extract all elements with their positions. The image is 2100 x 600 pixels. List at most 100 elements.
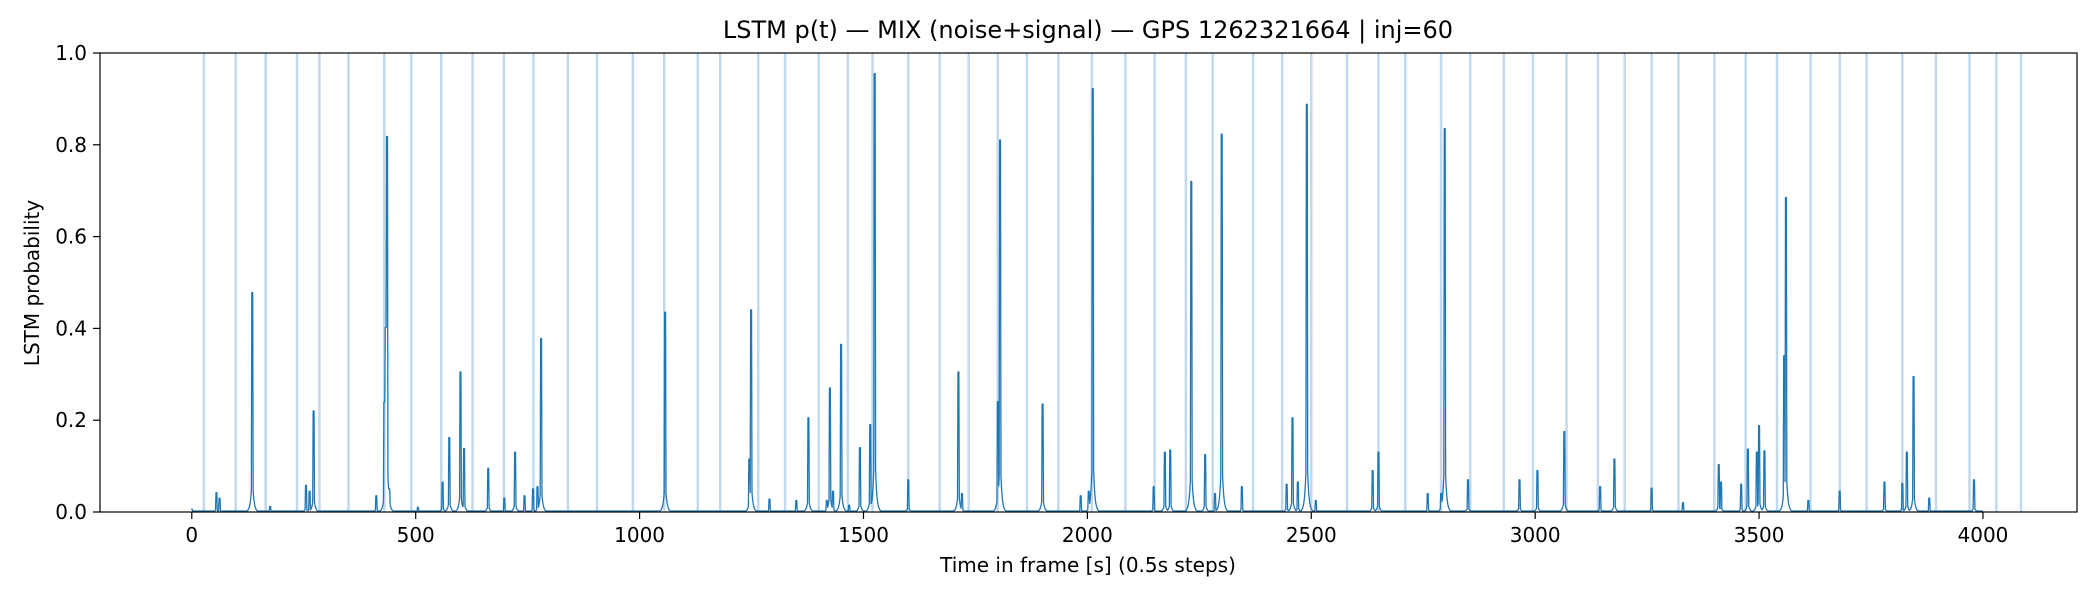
- peak-point-45: [1079, 495, 1082, 497]
- peak-point-21: [523, 495, 526, 497]
- peak-point-43: [999, 139, 1001, 142]
- peak-point-84: [1838, 490, 1841, 493]
- peak-point-73: [1682, 502, 1684, 504]
- peak-point-48: [1152, 485, 1155, 488]
- peak-point-7: [312, 410, 315, 412]
- peak-point-65: [1443, 127, 1446, 130]
- x-tick-label-0: 0: [185, 523, 198, 547]
- peak-point-81: [1783, 355, 1785, 357]
- peak-point-33: [832, 490, 834, 493]
- peak-point-83: [1807, 499, 1810, 502]
- peak-point-61: [1371, 469, 1374, 472]
- peak-point-2: [218, 497, 221, 500]
- peak-point-82: [1785, 196, 1787, 199]
- peak-point-89: [1928, 497, 1931, 500]
- peak-point-53: [1214, 492, 1216, 495]
- y-axis-label: LSTM probability: [20, 200, 44, 367]
- peak-point-63: [1426, 492, 1429, 495]
- peak-point-37: [869, 423, 872, 426]
- peak-point-51: [1190, 180, 1193, 183]
- peak-point-38: [873, 72, 876, 75]
- y-tick-label-0.2: 0.2: [55, 408, 87, 432]
- peak-point-50: [1169, 449, 1172, 451]
- x-tick-label-4000: 4000: [1958, 523, 2009, 547]
- peak-point-41: [961, 492, 963, 495]
- peak-point-31: [825, 499, 828, 502]
- peak-point-1: [215, 491, 218, 494]
- peak-point-74: [1717, 463, 1720, 466]
- x-tick-label-1000: 1000: [614, 523, 665, 547]
- probability-series: [190, 72, 1984, 512]
- peak-point-3: [251, 291, 254, 294]
- peak-point-36: [859, 446, 861, 449]
- peak-point-87: [1906, 451, 1908, 454]
- peak-point-69: [1563, 430, 1566, 433]
- peak-point-62: [1377, 451, 1380, 454]
- peak-point-15: [448, 436, 451, 439]
- y-tick-label-0.0: 0.0: [55, 500, 87, 524]
- peak-point-34: [840, 343, 842, 346]
- peak-point-80: [1763, 450, 1766, 452]
- peak-point-17: [463, 447, 465, 450]
- x-tick-label-2500: 2500: [1286, 523, 1337, 547]
- x-tick-label-2000: 2000: [1062, 523, 1113, 547]
- y-tick-label-0.6: 0.6: [55, 225, 87, 249]
- peak-point-79: [1758, 424, 1760, 427]
- peak-point-57: [1291, 417, 1294, 419]
- peak-point-8: [375, 495, 378, 497]
- peak-point-85: [1883, 481, 1886, 483]
- x-tick-label-500: 500: [397, 523, 435, 547]
- peak-point-67: [1518, 479, 1521, 481]
- y-axis-ticks: 0.0 0.2 0.4 0.6 0.8 1.0: [55, 41, 100, 524]
- peak-point-10: [384, 326, 387, 329]
- peak-point-88: [1912, 375, 1915, 378]
- x-axis-label: Time in frame [s] (0.5s steps): [939, 553, 1236, 577]
- peak-point-28: [768, 498, 771, 500]
- peak-point-35: [848, 504, 850, 506]
- peak-point-20: [514, 451, 516, 454]
- y-tick-label-0.4: 0.4: [55, 316, 87, 340]
- peak-point-78: [1756, 451, 1758, 454]
- peak-point-68: [1536, 469, 1539, 472]
- y-tick-label-1.0: 1.0: [55, 41, 87, 65]
- peak-point-29: [795, 499, 798, 502]
- peak-point-44: [1041, 403, 1044, 405]
- x-tick-label-1500: 1500: [838, 523, 889, 547]
- peak-point-13: [417, 506, 419, 509]
- chart-title: LSTM p(t) — MIX (noise+signal) — GPS 126…: [723, 16, 1453, 44]
- peak-point-71: [1613, 458, 1616, 461]
- peak-point-5: [305, 484, 307, 487]
- peak-point-70: [1599, 485, 1601, 488]
- peak-point-4: [269, 505, 271, 508]
- peak-point-86: [1901, 482, 1904, 485]
- peak-point-52: [1204, 453, 1206, 456]
- peak-point-22: [532, 488, 534, 490]
- peak-point-72: [1650, 487, 1653, 489]
- peak-point-49: [1164, 451, 1166, 454]
- peak-point-32: [829, 387, 831, 389]
- peak-point-12: [388, 488, 391, 490]
- peak-point-60: [1314, 499, 1317, 502]
- peak-point-59: [1305, 103, 1308, 106]
- x-axis-ticks: 0 500 1000 1500 2000 2500 3000 3500 4000: [185, 512, 2008, 547]
- x-tick-label-3000: 3000: [1510, 523, 1561, 547]
- plot-frame: [99, 52, 2078, 513]
- x-tick-label-3500: 3500: [1734, 523, 1785, 547]
- peak-point-14: [441, 481, 444, 483]
- peak-point-16: [459, 371, 462, 373]
- peak-point-40: [957, 371, 960, 373]
- peak-point-25: [664, 311, 666, 314]
- peak-point-18: [487, 467, 490, 470]
- peak-point-75: [1720, 481, 1722, 483]
- peak-point-90: [1973, 479, 1975, 481]
- peak-point-58: [1297, 481, 1299, 483]
- peak-point-0: [190, 508, 193, 511]
- peak-point-56: [1285, 483, 1288, 486]
- peak-point-47: [1091, 88, 1094, 90]
- peak-point-24: [540, 337, 542, 340]
- peak-point-39: [907, 479, 910, 481]
- peak-point-42: [997, 401, 999, 403]
- peak-point-55: [1241, 485, 1243, 488]
